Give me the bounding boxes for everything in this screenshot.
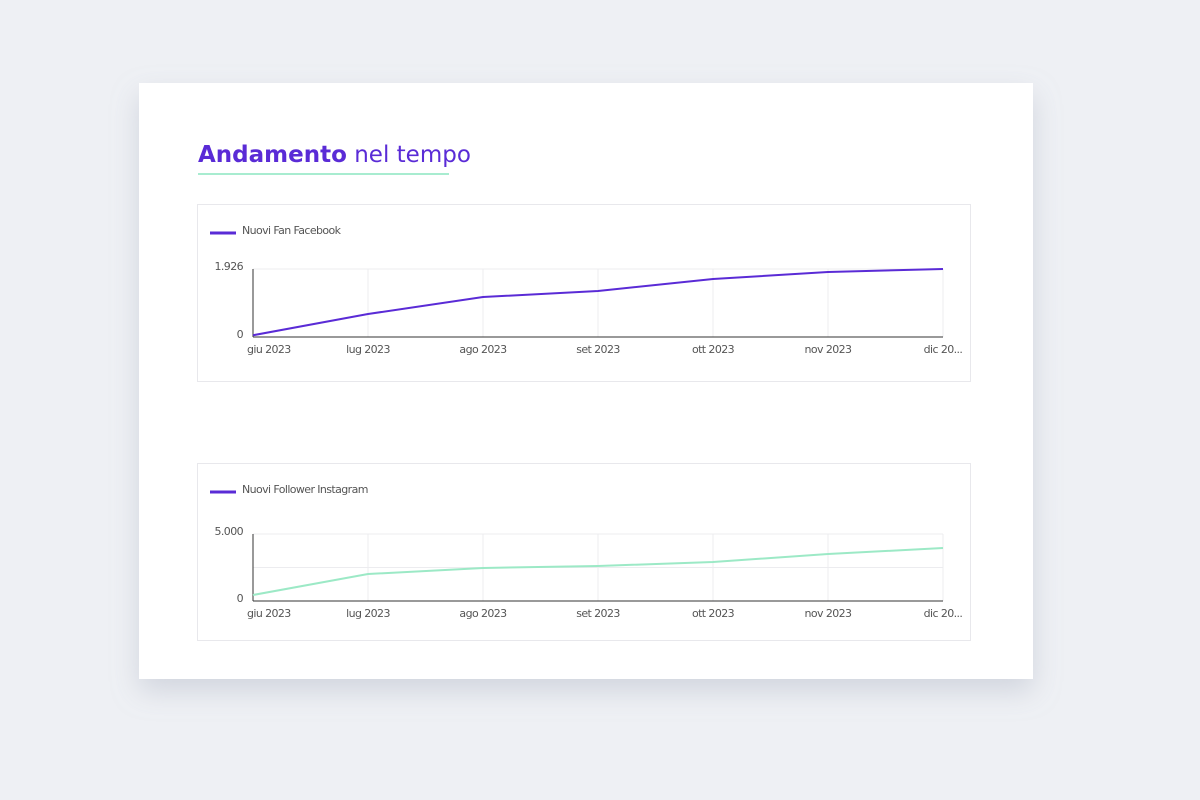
- chart-box: [197, 463, 971, 641]
- x-tick-label: set 2023: [576, 343, 620, 356]
- x-tick-label: set 2023: [576, 607, 620, 620]
- x-tick-label: nov 2023: [805, 343, 853, 356]
- x-tick-label: lug 2023: [346, 343, 390, 356]
- data-line: [252, 268, 944, 337]
- y-tick-label: 0: [237, 592, 244, 605]
- x-tick-label: lug 2023: [346, 607, 390, 620]
- x-tick-label: dic 20...: [924, 343, 963, 356]
- x-tick-label: dic 20...: [924, 607, 963, 620]
- x-tick-label: ago 2023: [459, 343, 507, 356]
- x-tick-label: giu 2023: [247, 607, 291, 620]
- legend-label: Nuovi Follower Instagram: [242, 483, 368, 496]
- x-tick-label: ago 2023: [459, 607, 507, 620]
- x-tick-label: ott 2023: [692, 343, 735, 356]
- x-tick-label: nov 2023: [805, 607, 853, 620]
- legend-label: Nuovi Fan Facebook: [242, 224, 342, 237]
- title-rest: nel tempo: [354, 142, 471, 168]
- chart-box: [197, 204, 971, 382]
- section-title: Andamento nel tempo: [198, 142, 471, 168]
- y-tick-label: 5.000: [215, 525, 244, 538]
- y-tick-label: 1.926: [215, 260, 244, 273]
- x-tick-label: giu 2023: [247, 343, 291, 356]
- data-line: [252, 547, 944, 596]
- title-underline: [198, 173, 449, 175]
- y-tick-label: 0: [237, 328, 244, 341]
- x-tick-label: ott 2023: [692, 607, 735, 620]
- title-bold: Andamento: [198, 142, 347, 168]
